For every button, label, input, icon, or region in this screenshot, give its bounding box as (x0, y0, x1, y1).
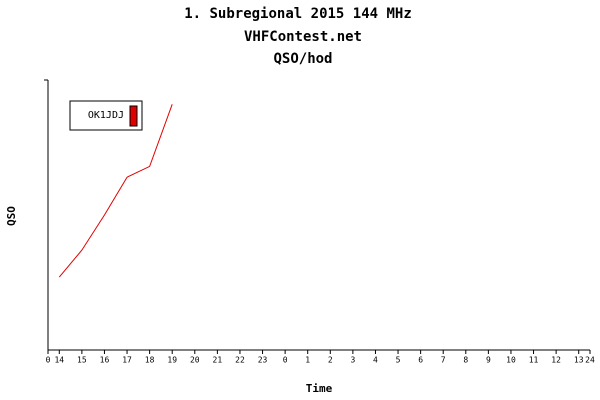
x-axis-label: Time (306, 382, 333, 395)
x-tick-label: 12 (551, 356, 561, 365)
x-tick-label: 14 (54, 356, 64, 365)
x-tick-label: 11 (529, 356, 539, 365)
x-tick-label: 17 (122, 356, 132, 365)
x-tick-label: 15 (77, 356, 87, 365)
legend-label: OK1JDJ (88, 110, 124, 121)
x-tick-label: 13 (574, 356, 584, 365)
chart-title: 1. Subregional 2015 144 MHz (184, 6, 412, 22)
x-tick-label: 16 (100, 356, 110, 365)
x-tick-label: 18 (145, 356, 155, 365)
x-tick-label: 1 (305, 356, 310, 365)
line-series (58, 104, 173, 278)
y-axis-label: QSO (5, 206, 18, 226)
x-tick-label: 7 (441, 356, 446, 365)
x-tick-label: 20 (190, 356, 200, 365)
x-tick-label: 9 (486, 356, 491, 365)
x-tick-label: 0 (46, 356, 51, 365)
x-tick-label: 6 (418, 356, 423, 365)
x-tick-label: 3 (350, 356, 355, 365)
chart-subtitle: QSO/hod (273, 51, 332, 67)
x-tick-label: 23 (258, 356, 268, 365)
x-tick-label: 2 (328, 356, 333, 365)
x-tick-label: 0 (283, 356, 288, 365)
chart-subtitle: VHFContest.net (244, 29, 362, 45)
x-tick-label: 5 (396, 356, 401, 365)
x-tick-label: 10 (506, 356, 516, 365)
x-tick-label: 22 (235, 356, 245, 365)
x-tick-label: 8 (463, 356, 468, 365)
legend-swatch (129, 105, 138, 127)
x-tick-label: 24 (585, 356, 595, 365)
x-tick-label: 4 (373, 356, 378, 365)
x-tick-label: 21 (213, 356, 223, 365)
x-tick-label: 19 (167, 356, 177, 365)
